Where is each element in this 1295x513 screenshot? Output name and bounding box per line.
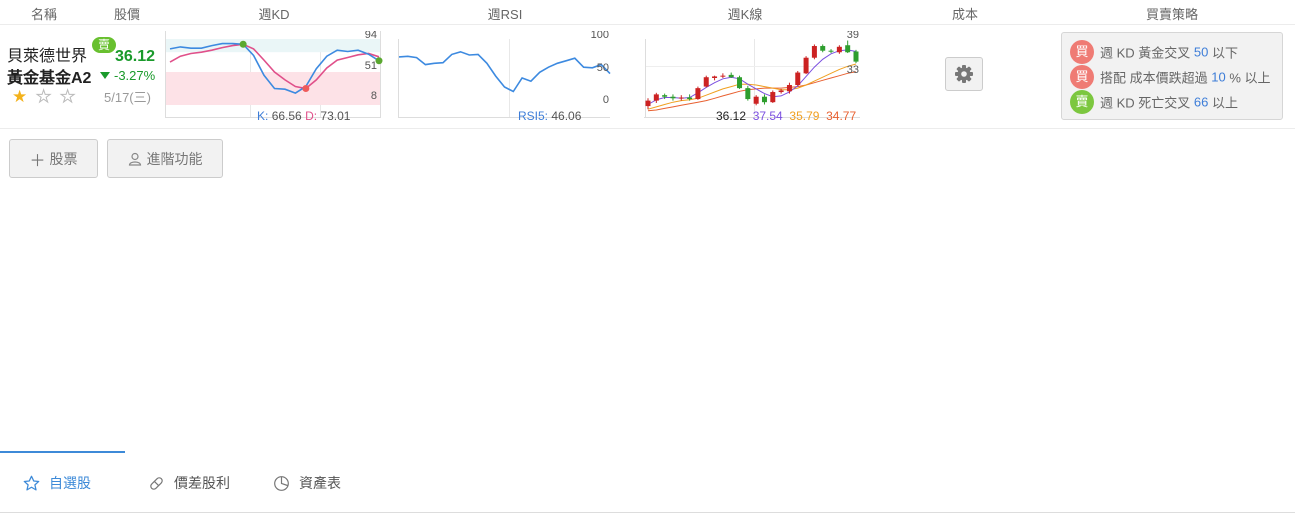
kline-candle	[745, 85, 751, 101]
strategy-box[interactable]: 買週 KD 黃金交叉 50 以下 買搭配 成本價跌超過 10 % 以上 賣週 K…	[1061, 32, 1283, 120]
kd-d-line	[169, 43, 380, 90]
strategy-line: 賣週 KD 死亡交叉 66 以上	[1070, 90, 1238, 114]
kline-candle	[670, 94, 676, 101]
kd-k-line	[169, 42, 380, 94]
kline-candle	[845, 40, 851, 54]
kline-candle	[803, 56, 809, 75]
cost-settings-button[interactable]	[945, 57, 983, 91]
header-price: 股價	[113, 7, 141, 22]
kline-candle	[778, 88, 784, 94]
kline-candle	[820, 44, 826, 53]
kd-readout: K: 66.56 D: 73.01	[257, 109, 351, 123]
header-weekly-kline: 週K線	[727, 7, 763, 22]
kd-oversold-zone	[166, 72, 380, 105]
header-name: 名稱	[30, 7, 58, 22]
kline-ma-short: 37.54	[752, 109, 783, 123]
kd-death-cross-marker	[239, 40, 247, 48]
header-cost: 成本	[951, 7, 979, 22]
tab-watchlist[interactable]: 自選股	[23, 473, 91, 493]
star-icon-empty[interactable]: ★	[59, 87, 76, 106]
gear-icon	[955, 65, 973, 83]
weekly-rsi-chart[interactable]: 100 50 0	[398, 31, 612, 123]
rsi-ylabel-top: 100	[591, 31, 609, 41]
header-weekly-rsi: 週RSI	[487, 7, 523, 22]
sell-signal-badge: 賣	[92, 37, 116, 53]
rsi-ylabel-mid: 50	[597, 62, 609, 74]
header-weekly-kd: 週KD	[258, 7, 290, 22]
kline-candle	[828, 49, 834, 54]
star-icon	[23, 475, 40, 491]
kline-candle	[836, 45, 842, 54]
kline-ma-mid-line	[647, 63, 857, 110]
kline-candle	[695, 86, 701, 100]
weekly-kd-chart[interactable]: 94 51 8	[165, 31, 385, 123]
kline-candle	[703, 75, 709, 88]
sell-badge: 賣	[1070, 90, 1094, 114]
capsule-icon	[150, 476, 163, 490]
rsi-line	[398, 50, 611, 93]
stock-name-line1[interactable]: 貝萊德世界	[7, 48, 88, 65]
kline-candle	[712, 75, 718, 81]
header-strategy: 買賣策略	[1145, 7, 1199, 22]
price-change: -3.27%	[100, 68, 155, 83]
buy-badge: 買	[1070, 65, 1094, 89]
kline-ma-mid: 35.79	[789, 109, 820, 123]
kd-latest-marker	[375, 57, 383, 65]
rsi-ylabel-bottom: 0	[603, 94, 609, 106]
kline-candle	[786, 82, 792, 94]
kline-candle	[653, 92, 659, 103]
kline-candle	[737, 75, 743, 89]
kline-ylabel-top: 39	[847, 31, 859, 41]
kd-ylabel-mid: 51	[365, 60, 377, 72]
stock-price: 36.12	[115, 48, 156, 65]
table-header: 名稱 股價 週KD 週RSI 週K線 成本 買賣策略	[0, 0, 1295, 25]
weekly-kline-chart[interactable]: 39 33	[644, 31, 862, 123]
quote-date: 5/17(三)	[104, 90, 151, 105]
kline-candle	[728, 72, 734, 78]
kline-candle	[770, 90, 776, 103]
stock-row[interactable]: 貝萊德世界 黃金基金A2 賣 36.12 -3.27% 5/17(三) ★ ★ …	[0, 25, 1295, 129]
user-icon	[128, 152, 141, 166]
down-arrow-icon	[100, 72, 110, 79]
tab-spread-dividend[interactable]: 價差股利	[148, 473, 230, 493]
advanced-features-button[interactable]: 進階功能	[107, 139, 223, 178]
kline-ma-short-line	[647, 49, 857, 105]
kline-ma-long-line	[647, 71, 857, 112]
kline-ma-long: 34.77	[826, 109, 857, 123]
active-tab-indicator	[0, 451, 125, 453]
star-icon-empty[interactable]: ★	[35, 87, 52, 106]
kline-candle	[761, 94, 767, 105]
kd-overbought-zone	[166, 39, 380, 53]
kline-candle	[720, 73, 726, 78]
kline-ylabel-bottom: 33	[847, 64, 859, 76]
kline-candle	[811, 44, 817, 60]
rsi-readout: RSI5: 46.06	[518, 109, 582, 123]
tab-asset-sheet[interactable]: 資產表	[273, 473, 341, 493]
kline-candle	[645, 98, 651, 110]
kd-ylabel-bottom: 8	[371, 90, 377, 102]
kline-candle	[753, 95, 759, 106]
buy-badge: 買	[1070, 40, 1094, 64]
pie-chart-icon	[274, 475, 289, 491]
add-stock-button[interactable]: ＋股票	[9, 139, 98, 178]
kd-ylabel-top: 94	[365, 31, 377, 41]
plus-icon: ＋	[29, 152, 46, 170]
kline-candle	[662, 93, 668, 100]
strategy-line: 買週 KD 黃金交叉 50 以下	[1070, 40, 1238, 64]
kline-candle	[795, 70, 801, 86]
kline-close: 36.12	[716, 109, 747, 123]
bottom-tab-bar: 自選股 價差股利 資產表	[0, 451, 1295, 513]
kline-readout: 36.12 37.54 35.79 34.77	[716, 109, 856, 123]
kline-candle	[687, 94, 693, 101]
kd-golden-cross-marker	[302, 85, 310, 92]
kline-candle	[853, 49, 859, 64]
strategy-line: 買搭配 成本價跌超過 10 % 以上	[1070, 65, 1271, 89]
star-icon-filled[interactable]: ★	[12, 87, 28, 106]
kline-candle	[678, 95, 684, 101]
stock-name-line2[interactable]: 黃金基金A2	[7, 70, 92, 87]
